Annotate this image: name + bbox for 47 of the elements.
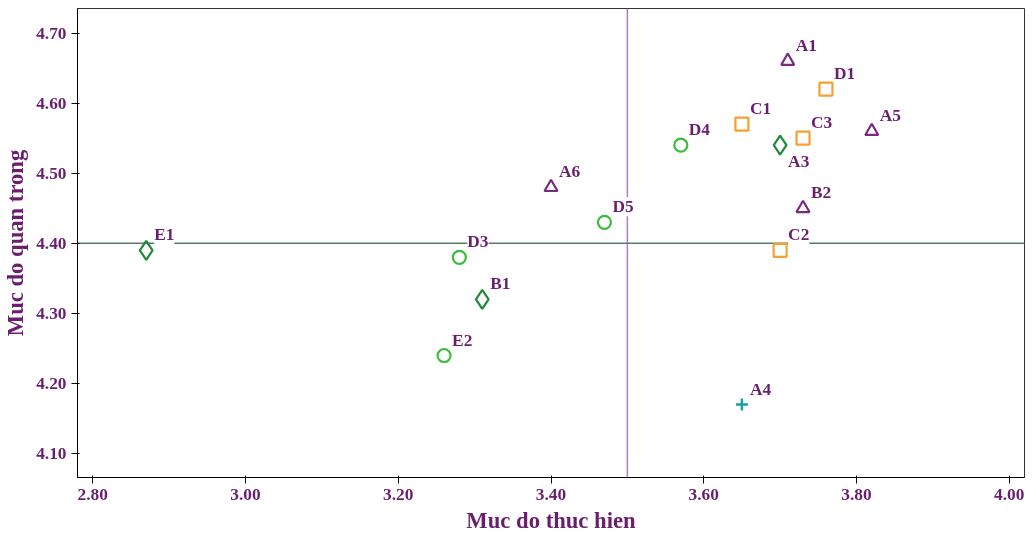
y-tick-label: 4.50 [36,163,67,183]
point [818,81,834,97]
point [795,130,811,146]
x-tick-label: 3.80 [841,484,872,504]
x-tick-label: 3.20 [383,484,414,504]
annotation: E1 [154,225,175,245]
y-tick-label: 4.40 [36,233,67,253]
x-tick-label: 3.00 [230,484,261,504]
point [138,239,154,261]
y-tick-label: 4.70 [36,23,67,43]
annotation: A1 [795,36,817,56]
point [795,199,811,214]
point [864,122,880,137]
annotation: B1 [490,274,511,294]
annotation: D4 [688,120,711,140]
point [673,137,689,153]
annotation: D3 [467,232,489,252]
annotation: D1 [833,64,856,84]
annotation: A6 [559,162,581,182]
y-axis-title: Muc do quan trong [3,149,29,337]
annotation: C2 [788,225,810,245]
x-tick-label: 4.00 [994,484,1025,504]
y-tick-label: 4.10 [36,444,67,464]
annotation: A5 [879,106,902,126]
x-axis-title: Muc do thuc hien [466,507,637,533]
point [543,178,559,193]
point [734,397,750,412]
point [772,134,788,156]
annotation: A4 [749,379,772,399]
x-tick-label: 3.60 [688,484,719,504]
point [436,347,452,364]
x-tick-label: 3.40 [535,484,567,504]
y-tick-label: 4.30 [36,303,67,323]
x-tick-label: 2.80 [77,484,108,504]
annotation: E2 [452,330,473,350]
point [780,52,796,66]
point [772,242,788,258]
annotation: C3 [811,113,833,133]
point [451,249,467,265]
annotation: B2 [811,183,832,203]
annotation: D5 [612,197,634,217]
annotation: C1 [749,99,772,119]
y-tick-label: 4.60 [36,93,67,113]
point [596,214,613,230]
point [734,116,750,132]
annotation: A3 [788,152,810,172]
y-tick-label: 4.20 [36,374,67,394]
